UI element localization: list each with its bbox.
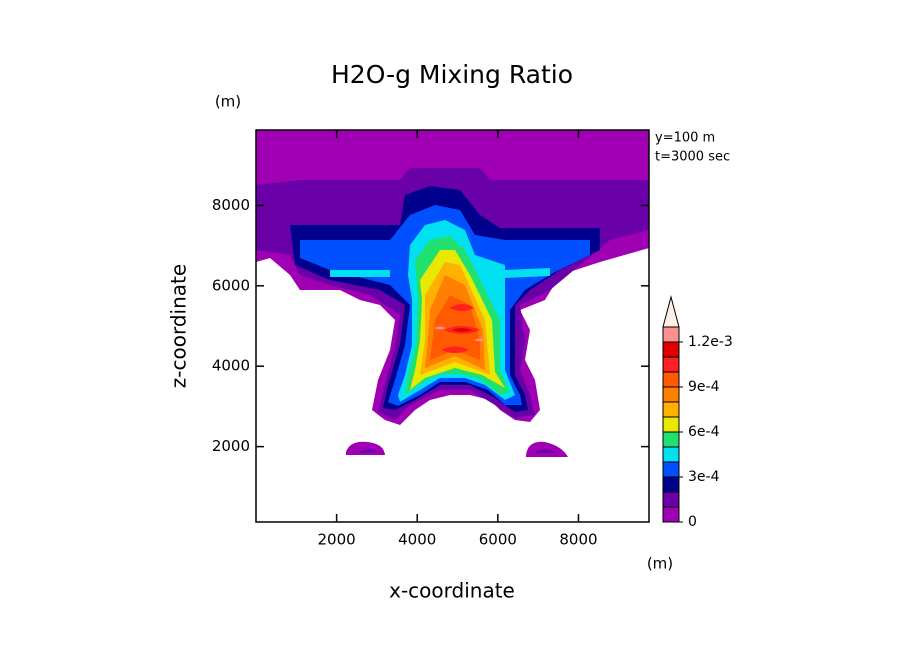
contour-region (360, 449, 378, 453)
x-unit: (m) (647, 555, 673, 573)
contour-region (526, 441, 568, 457)
colorbar-box (662, 476, 680, 493)
colorbar-extension (662, 295, 680, 328)
colorbar-box (662, 386, 680, 403)
contour-region (346, 441, 385, 455)
chart-title: H2O-g Mixing Ratio (331, 60, 573, 89)
colorbar-box (662, 416, 680, 433)
x-tick-label: 8000 (559, 531, 597, 549)
colorbar-box (662, 371, 680, 388)
contour-region (441, 346, 469, 353)
colorbar-box (662, 356, 680, 373)
colorbar-tick-label: 3e-4 (688, 469, 720, 485)
x-tick-label: 2000 (318, 531, 356, 549)
x-tick-label: 4000 (398, 531, 436, 549)
colorbar-box (662, 491, 680, 508)
y-tick-label: 2000 (212, 437, 250, 455)
annotation: t=3000 sec (655, 150, 730, 165)
contour-region (505, 268, 550, 278)
colorbar-box (662, 431, 680, 448)
contour-region (536, 449, 556, 453)
colorbar-box (662, 341, 680, 358)
annotation: y=100 m (655, 131, 715, 146)
plot-frame (255, 129, 650, 523)
colorbar-tick-label: 9e-4 (688, 379, 720, 395)
y-unit: (m) (215, 93, 241, 111)
y-axis-label: z-coordinate (167, 264, 191, 388)
contour-region (434, 326, 446, 330)
colorbar-box (662, 401, 680, 418)
y-tick-label: 4000 (212, 357, 250, 375)
contour-region (450, 304, 474, 311)
x-axis-label: x-coordinate (389, 579, 515, 603)
y-tick-label: 6000 (212, 276, 250, 294)
y-tick-label: 8000 (212, 196, 250, 214)
colorbar-box (662, 326, 680, 343)
colorbar-tick-label: 1.2e-3 (688, 334, 733, 350)
colorbar-box (662, 446, 680, 463)
contour-region (452, 328, 472, 332)
colorbar-box (662, 461, 680, 478)
colorbar-tick-label: 6e-4 (688, 424, 720, 440)
contour-region (474, 338, 486, 342)
contour-region (330, 270, 390, 277)
x-tick-label: 6000 (479, 531, 517, 549)
colorbar-box (662, 506, 680, 523)
colorbar-tick-label: 0 (688, 514, 697, 530)
